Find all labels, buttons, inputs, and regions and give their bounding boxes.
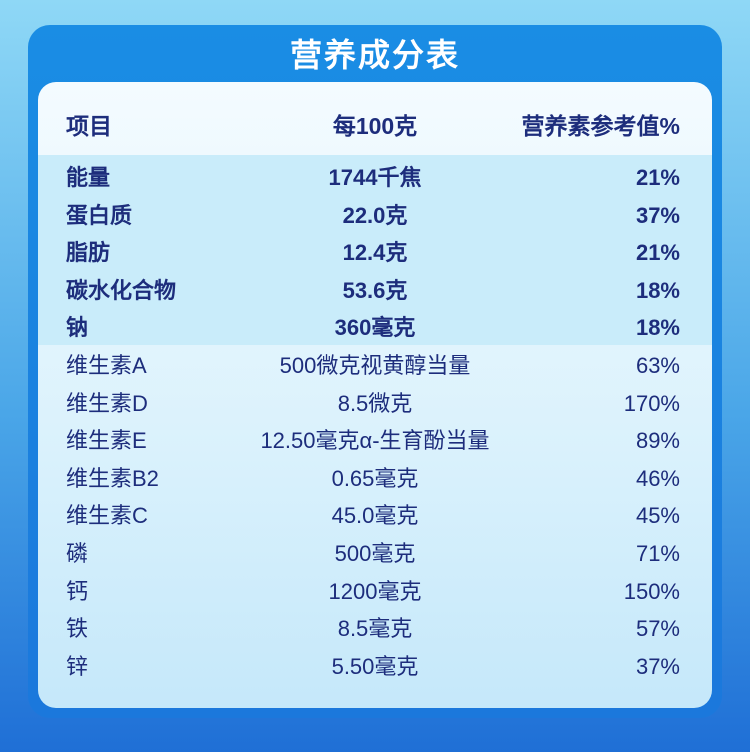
nrv-percent: 150%: [623, 578, 680, 604]
amount: 22.0克: [342, 202, 408, 228]
nutrient-name: 锌: [66, 653, 89, 679]
nrv-percent: 89%: [635, 428, 680, 454]
nrv-percent: 170%: [623, 390, 680, 416]
amount: 500微克视黄醇当量: [279, 353, 471, 378]
nutrient-name: 碳水化合物: [66, 277, 177, 303]
amount: 500毫克: [334, 541, 416, 566]
nrv-percent: 18%: [635, 315, 680, 341]
amount: 1744千焦: [328, 165, 422, 190]
nrv-percent: 57%: [635, 616, 680, 642]
amount: 1200毫克: [328, 578, 422, 604]
nutrient-name: 维生素B2: [66, 465, 159, 491]
amount: 53.6克: [342, 277, 408, 303]
nutrient-name: 维生素D: [66, 390, 148, 416]
nrv-percent: 45%: [635, 503, 680, 529]
amount: 8.5毫克: [337, 616, 413, 642]
amount: 360毫克: [334, 315, 416, 341]
nutrient-name: 能量: [66, 165, 111, 190]
panel: [38, 82, 712, 708]
highlight-band: [38, 155, 712, 345]
amount: 0.65毫克: [331, 465, 419, 491]
title: 营养成分表: [289, 37, 460, 73]
nutrient-name: 维生素C: [66, 503, 148, 529]
nutrient-name: 蛋白质: [66, 202, 133, 228]
column-header: 营养素参考值%: [521, 113, 680, 139]
nrv-percent: 18%: [635, 277, 680, 303]
column-header: 项目: [66, 113, 112, 139]
nutrient-name: 脂肪: [66, 240, 111, 266]
amount: 12.4克: [342, 240, 408, 266]
nrv-percent: 37%: [635, 653, 680, 679]
nrv-percent: 21%: [635, 165, 680, 190]
amount: 12.50毫克α-生育酚当量: [260, 428, 490, 454]
amount: 8.5微克: [337, 390, 413, 416]
nutrient-name: 维生素E: [66, 428, 147, 454]
nutrient-name: 维生素A: [66, 353, 147, 378]
column-header: 每100克: [332, 113, 418, 139]
nrv-percent: 21%: [635, 240, 680, 266]
amount: 5.50毫克: [331, 653, 419, 679]
nrv-percent: 37%: [635, 202, 680, 228]
nrv-percent: 46%: [635, 465, 680, 491]
amount: 45.0毫克: [331, 503, 419, 529]
nutrient-name: 磷: [66, 541, 89, 566]
nutrient-name: 钙: [66, 578, 89, 604]
nrv-percent: 71%: [635, 541, 680, 566]
nutrient-name: 钠: [66, 315, 89, 341]
nrv-percent: 63%: [635, 353, 680, 378]
nutrient-name: 铁: [66, 616, 89, 642]
